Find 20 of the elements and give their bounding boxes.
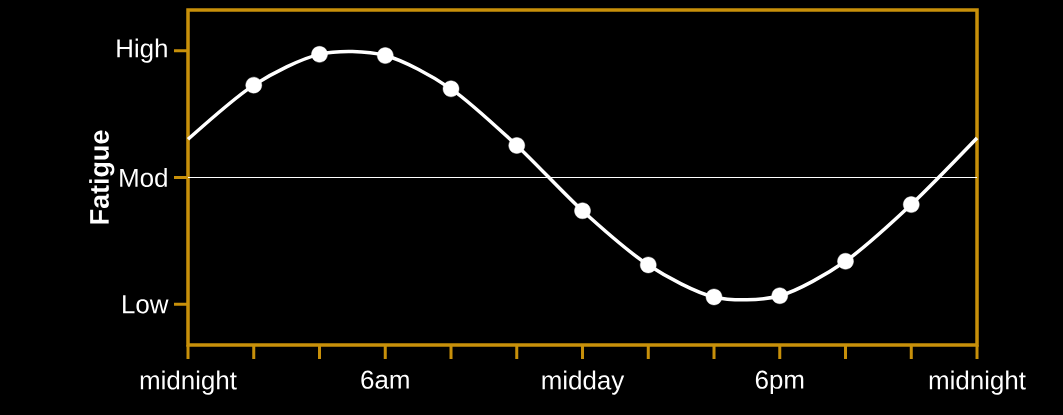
point xyxy=(574,202,591,219)
x-tick-label: midday xyxy=(542,370,625,395)
text: High xyxy=(117,38,167,63)
y-axis-title: Fatigue xyxy=(89,130,115,224)
point xyxy=(640,256,657,274)
point xyxy=(442,80,460,98)
x-tick-label: midnight xyxy=(140,370,237,395)
text: Low xyxy=(123,295,169,314)
point xyxy=(705,288,723,306)
point xyxy=(508,137,525,154)
point xyxy=(377,47,394,64)
x-tick-label: midnight xyxy=(929,370,1026,395)
x-tick-label: 6am xyxy=(361,370,409,389)
point xyxy=(903,196,920,213)
ref-line-label: Mod xyxy=(120,167,167,188)
point xyxy=(837,253,854,270)
point xyxy=(771,287,788,304)
point xyxy=(311,46,328,63)
x-tick-label: 6pm xyxy=(755,370,804,394)
point xyxy=(245,76,262,94)
